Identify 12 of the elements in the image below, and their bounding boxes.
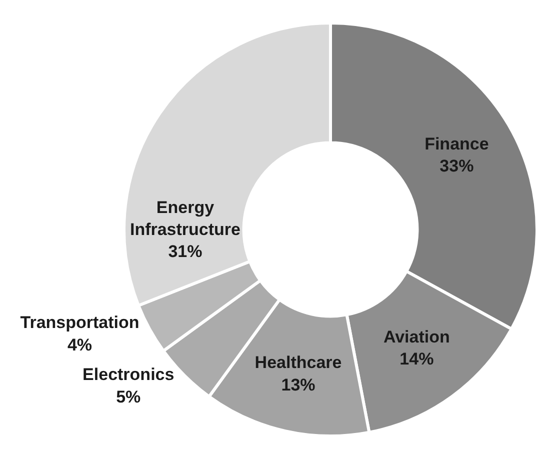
data-label: 31% [168, 242, 202, 262]
slice-label: Finance [424, 134, 489, 154]
data-label: 33% [440, 156, 474, 176]
slice-label: Healthcare [254, 353, 342, 372]
slice-label: Aviation [383, 328, 450, 347]
slice-label: Energy Infrastructure [130, 198, 240, 239]
data-label: 4% [67, 335, 92, 354]
data-label: 14% [400, 350, 434, 369]
data-label: 5% [116, 387, 141, 406]
slice-label: Transportation [20, 313, 140, 332]
data-label: 13% [281, 375, 316, 394]
slice-label: Electronics [82, 365, 174, 384]
